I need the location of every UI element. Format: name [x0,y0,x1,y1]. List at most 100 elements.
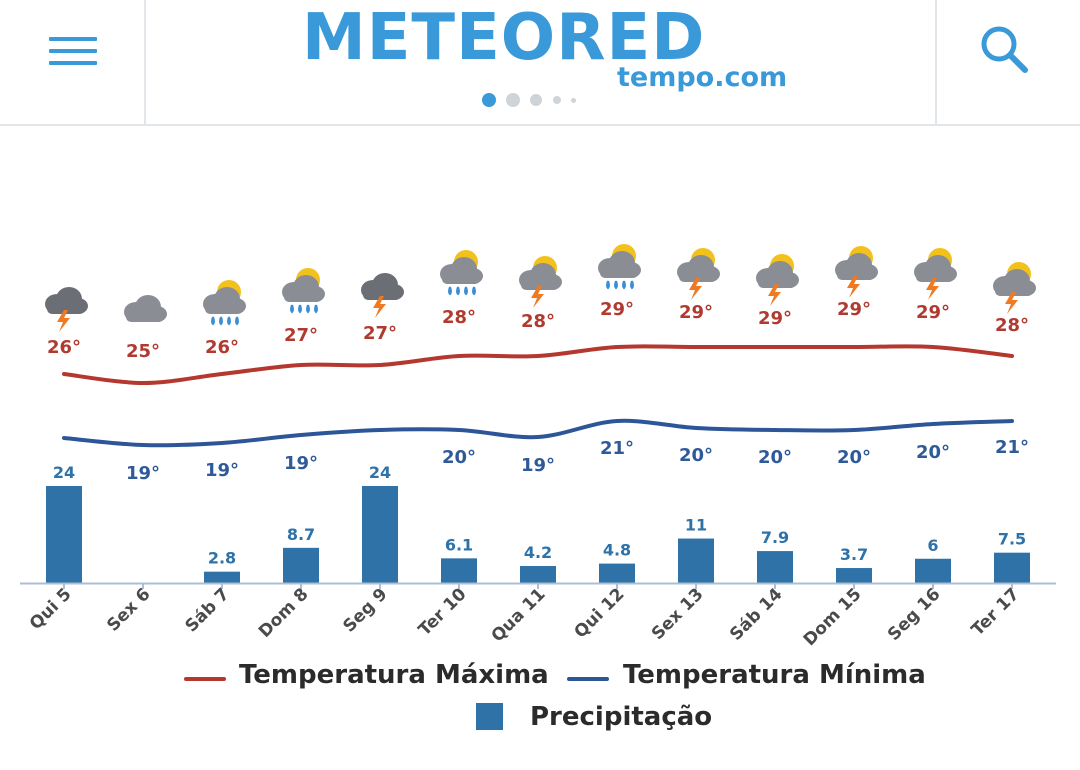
precip-bar [204,571,240,583]
max-temp-label: 26° [47,337,81,358]
lightning-shape [531,286,544,308]
pager-dot[interactable] [530,94,542,106]
cloud-shape [205,304,243,314]
max-temp-label: 29° [758,308,792,329]
rain-drop-shape [219,316,223,326]
lightning-shape [847,276,860,298]
x-tick-label: Seg 16 [884,584,944,644]
cloud-shape [995,286,1033,296]
max-temp-label: 28° [442,307,476,328]
precip-label: 7.5 [998,530,1026,549]
rain-drop-shape [227,316,231,326]
lightning-shape [689,278,702,300]
sun-cloud-rain-icon [203,280,246,326]
min-temp-label: 21° [600,438,634,459]
legend-precip-swatch [476,703,503,730]
rain-drop-shape [290,304,294,314]
menu-button[interactable] [0,0,146,124]
min-temp-label: 20° [758,447,792,468]
precip-label: 4.8 [603,541,631,560]
cloud-shape [126,312,164,322]
cloud-shape [442,274,480,284]
x-tick-label: Sex 6 [103,584,154,635]
rain-drop-shape [235,316,239,326]
x-tick-label: Ter 10 [415,584,471,640]
lightning-shape [768,284,781,306]
min-temp-label: 19° [205,460,239,481]
precip-label: 6 [927,536,938,555]
precip-bar [441,558,477,583]
sun-cloud-storm-icon [519,256,562,308]
rain-drop-shape [622,280,626,290]
lightning-shape [373,296,386,318]
logo[interactable]: METEORED [302,1,706,75]
sun-cloud-storm-icon [756,254,799,306]
rain-drop-shape [448,286,452,296]
cloud-icon [124,295,167,322]
sun-cloud-rain-icon [598,244,641,290]
max-temp-label: 29° [679,302,713,323]
min-temp-label: 20° [916,442,950,463]
x-tick-label: Dom 8 [255,584,312,641]
precip-label: 24 [53,463,75,482]
sun-cloud-storm-icon [993,262,1036,314]
cloud-shape [363,290,401,300]
max-temp-label: 29° [837,299,871,320]
max-temp-label: 27° [284,325,318,346]
precip-label: 11 [685,516,707,535]
max-temp-label: 26° [205,337,239,358]
precip-label: 6.1 [445,535,473,554]
rain-drop-shape [472,286,476,296]
max-temp-label: 28° [521,311,555,332]
rain-drop-shape [614,280,618,290]
rain-drop-shape [464,286,468,296]
max-temp-label: 25° [126,341,160,362]
x-tick-label: Seg 9 [339,584,391,636]
search-icon [981,26,1028,73]
precip-bar [994,552,1030,583]
hamburger-menu-icon-bar [49,49,97,53]
max-temp-label: 29° [600,299,634,320]
x-tick-label: Dom 15 [800,584,866,650]
max-temp-label: 27° [363,323,397,344]
precip-bar [915,558,951,583]
cloud-shape [47,304,85,314]
precip-bar [520,566,556,583]
search-button[interactable] [935,0,1080,124]
precip-label: 2.8 [208,549,236,568]
precip-label: 4.2 [524,543,552,562]
min-temp-label: 20° [442,447,476,468]
rain-drop-shape [314,304,318,314]
cloud-shape [837,270,875,280]
x-tick-label: Sex 13 [648,584,708,644]
pager-dot[interactable] [553,96,561,104]
precip-bar [46,486,82,583]
min-temp-label: 20° [679,445,713,466]
precip-bar [362,486,398,583]
precip-label: 24 [369,463,391,482]
pager-dot[interactable] [506,93,520,107]
max-temp-label: 29° [916,302,950,323]
cloud-shape [679,272,717,282]
rain-drop-shape [211,316,215,326]
x-tick-label: Qui 5 [26,584,76,634]
min-temp-label: 19° [284,453,318,474]
precip-label: 7.9 [761,528,789,547]
sun-cloud-storm-icon [677,248,720,300]
min-temp-label: 19° [126,463,160,484]
precip-bar [678,538,714,583]
x-tick-label: Sáb 14 [726,584,787,645]
pager-dot[interactable] [571,98,576,103]
legend-max-label: Temperatura Máxima [239,660,549,690]
lightning-shape [57,310,70,332]
rain-drop-shape [456,286,460,296]
sun-cloud-rain-icon [282,268,325,314]
cloud-shape [758,278,796,288]
pager-dot-active[interactable] [482,93,496,107]
sun-cloud-rain-icon [440,250,483,296]
storm-cloud-icon [45,287,88,332]
legend-precip-label: Precipitação [530,702,713,732]
min-temp-label: 21° [995,437,1029,458]
x-tick-label: Qua 11 [488,584,550,646]
